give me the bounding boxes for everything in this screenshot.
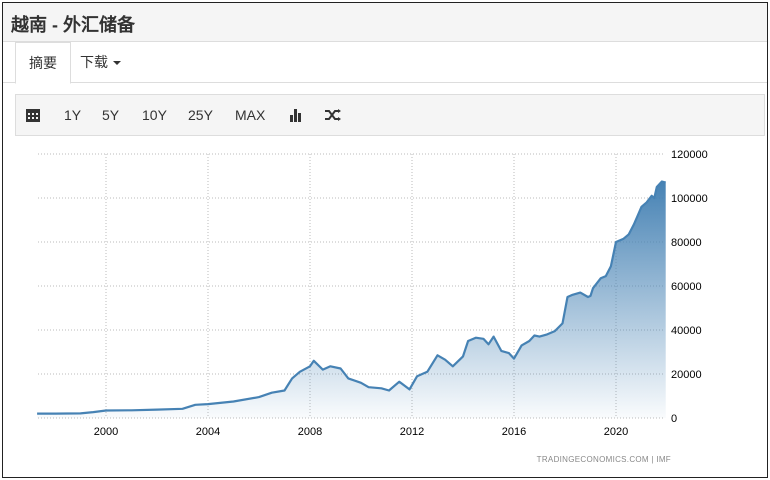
page-title: 越南 - 外汇储备: [11, 15, 135, 35]
y-tick-label: 80000: [671, 237, 702, 249]
caret-down-icon: [113, 61, 121, 66]
x-tick-label: 2000: [94, 426, 118, 438]
y-tick-label: 60000: [671, 281, 702, 293]
y-tick-label: 100000: [671, 193, 708, 205]
y-tick-label: 120000: [671, 149, 708, 161]
title-bar: 越南 - 外汇储备: [3, 3, 767, 42]
x-tick-label: 2020: [604, 426, 628, 438]
chart-toolbar: 1Y 5Y 10Y 25Y MAX: [15, 94, 765, 136]
range-5y-button[interactable]: 5Y: [102, 107, 120, 123]
x-tick-label: 2008: [298, 426, 322, 438]
x-tick-label: 2004: [196, 426, 220, 438]
bar-chart-icon[interactable]: [289, 108, 303, 122]
chart-area: 0 20000 40000 60000 80000 100000 120000 2000 200…: [37, 149, 708, 438]
x-tick-label: 2016: [502, 426, 526, 438]
tab-download-label: 下载: [80, 54, 108, 70]
y-tick-label: 40000: [671, 325, 702, 337]
y-tick-label: 20000: [671, 369, 702, 381]
range-10y-button[interactable]: 10Y: [142, 107, 167, 123]
x-tick-label: 2012: [400, 426, 424, 438]
range-25y-button[interactable]: 25Y: [188, 107, 213, 123]
source-credit: TRADINGECONOMICS.COM | IMF: [536, 455, 671, 464]
tab-download[interactable]: 下载: [67, 42, 134, 82]
tab-bar: 摘要 下载: [3, 42, 767, 84]
series-area: [37, 181, 666, 418]
y-tick-label: 0: [671, 413, 677, 425]
tab-summary-label: 摘要: [29, 55, 57, 71]
range-1y-button[interactable]: 1Y: [64, 107, 82, 123]
shuffle-icon[interactable]: [325, 109, 341, 121]
tab-summary[interactable]: 摘要: [15, 42, 71, 84]
series-line: [37, 180, 667, 415]
range-max-button[interactable]: MAX: [235, 107, 266, 123]
calendar-icon[interactable]: [26, 108, 40, 122]
